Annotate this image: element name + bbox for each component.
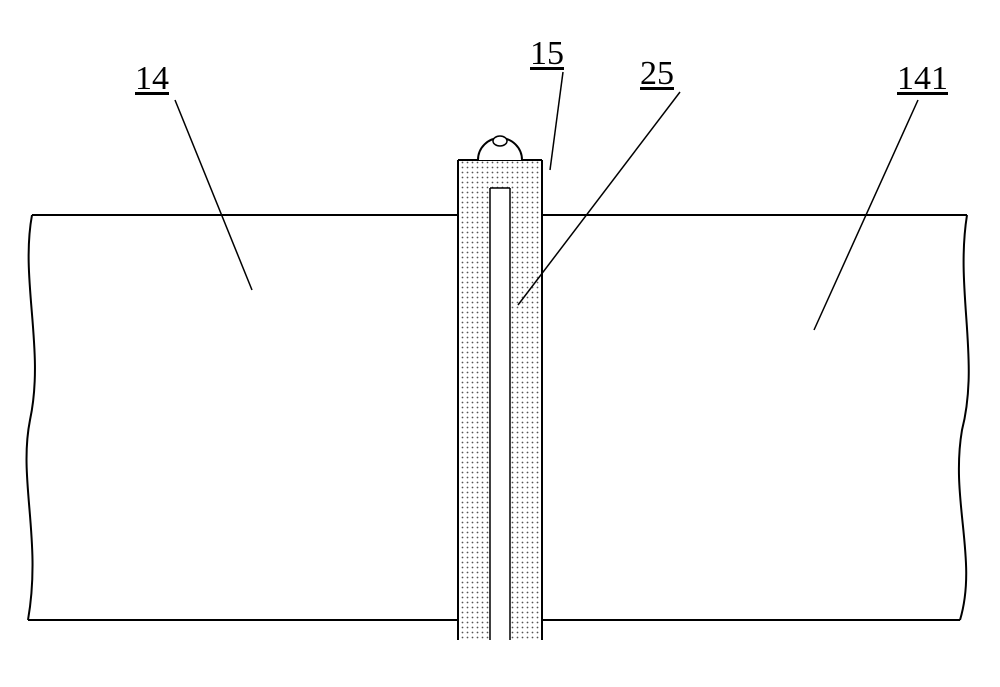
right-break-edge	[959, 215, 969, 620]
callout-141: 141	[897, 60, 948, 98]
callout-15: 15	[530, 35, 564, 73]
cross-section-diagram	[0, 0, 1000, 687]
callout-14: 14	[135, 60, 169, 98]
lifting-ring	[478, 136, 522, 160]
leader-15	[550, 72, 563, 170]
callout-25: 25	[640, 55, 674, 93]
central-insert	[458, 160, 542, 640]
leader-14	[175, 100, 252, 290]
leader-lines	[175, 72, 918, 330]
left-break-edge	[27, 215, 35, 620]
